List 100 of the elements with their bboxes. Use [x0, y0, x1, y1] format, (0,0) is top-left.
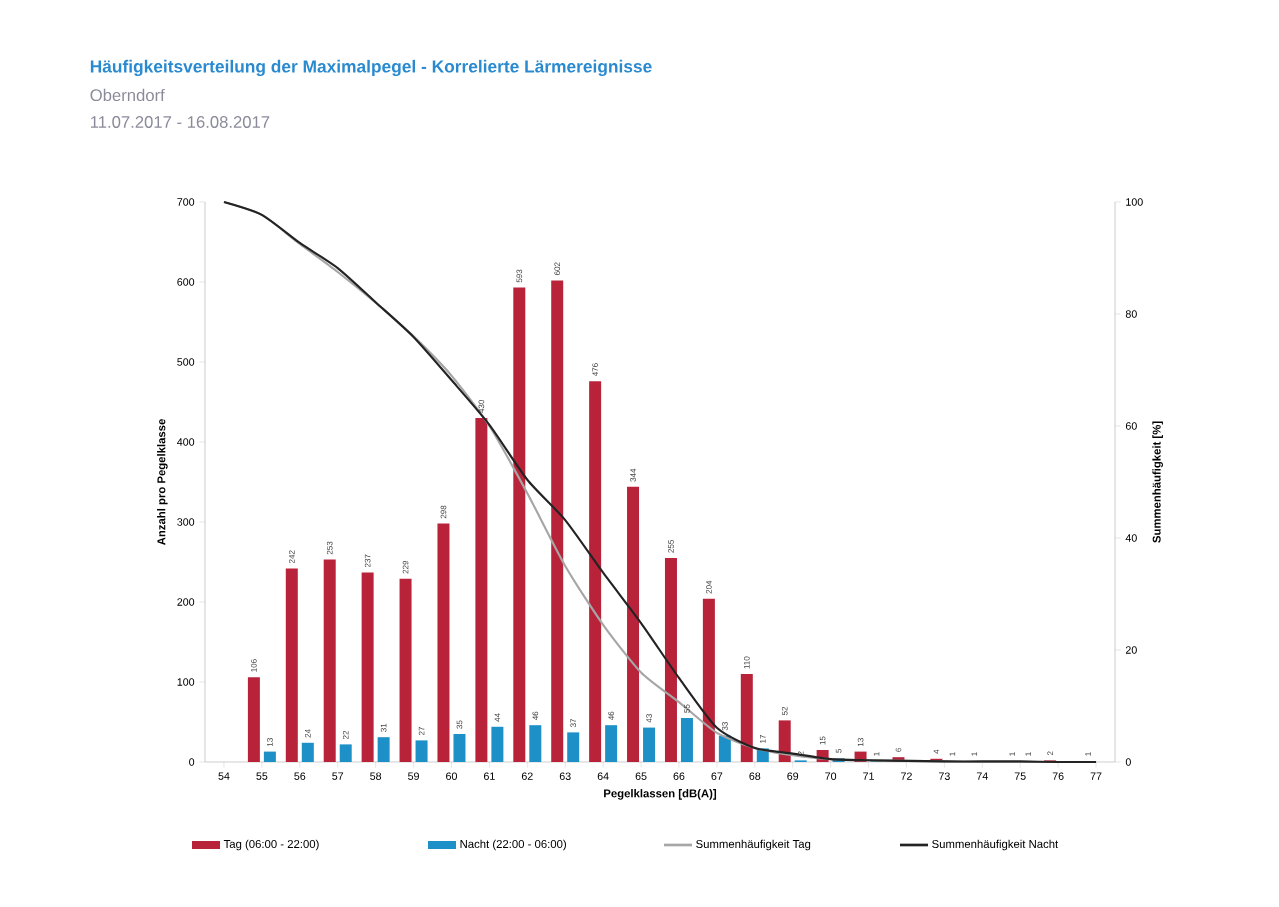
data-label: 4 [933, 749, 940, 754]
x-tick-label: 55 [256, 772, 268, 780]
legend-label: Summenhäufigkeit Nacht [932, 839, 1059, 851]
data-label: 22 [342, 730, 349, 740]
bar [529, 725, 542, 762]
data-label: 17 [760, 734, 766, 743]
data-label: 2 [797, 751, 804, 756]
x-tick-label: 68 [749, 772, 761, 780]
data-label: 229 [402, 560, 409, 574]
y-tick-label: 500 [177, 358, 195, 366]
y2-tick-label: 20 [1125, 646, 1137, 654]
chart-subtitle: Oberndorf [90, 88, 165, 102]
data-label: 1 [971, 752, 978, 756]
y-tick-label: 700 [177, 198, 195, 206]
x-tick-label: 56 [294, 772, 306, 780]
data-label: 15 [819, 736, 826, 745]
x-tick-label: 74 [976, 772, 988, 780]
y-tick-label: 600 [177, 278, 195, 286]
x-tick-label: 59 [408, 772, 419, 780]
data-label: 253 [326, 541, 333, 555]
data-label: 52 [781, 706, 788, 716]
x-tick-label: 65 [635, 772, 647, 780]
data-label: 476 [592, 363, 598, 377]
y-axis-title: Anzahl pro Pegelklasse [157, 419, 168, 546]
data-label: 43 [646, 714, 652, 723]
data-label: 31 [380, 723, 387, 732]
data-label: 298 [440, 505, 447, 519]
x-tick-label: 73 [938, 772, 950, 780]
x-axis-title: Pegelklassen [dB(A)] [604, 789, 717, 800]
data-label: 344 [630, 468, 636, 482]
x-tick-label: 64 [597, 772, 609, 780]
bar [551, 280, 564, 762]
bar [377, 737, 390, 762]
bar [491, 726, 504, 762]
data-label: 24 [305, 729, 311, 738]
data-label: 27 [418, 726, 425, 736]
y2-axis-title: Summenhäufigkeit [%] [1152, 421, 1163, 543]
x-tick-label: 54 [218, 772, 230, 780]
data-label: 1 [1085, 752, 1091, 756]
bar [475, 417, 488, 762]
data-label: 602 [554, 262, 561, 276]
bar [627, 486, 640, 762]
chart-title: Häufigkeitsverteilung der Maximalpegel - Korrelierte Lärmereignisse [90, 59, 652, 77]
data-label: 35 [456, 720, 463, 729]
text: 11.07.2017 - 16.08.2017 [90, 116, 270, 128]
x-tick-label: 77 [1090, 772, 1102, 780]
data-label: 1 [949, 752, 956, 756]
x-tick-label: 61 [483, 772, 495, 780]
data-label: 46 [608, 711, 614, 721]
data-label: 430 [478, 400, 485, 413]
legend-label: Summenhäufigkeit Tag [696, 839, 811, 851]
bar [301, 742, 314, 762]
data-label: 204 [706, 580, 712, 594]
data-label: 593 [516, 269, 523, 283]
bar [702, 598, 715, 762]
data-label: 110 [743, 656, 750, 669]
y2-tick-label: 80 [1125, 310, 1137, 318]
bar [453, 733, 466, 762]
x-tick-label: 70 [825, 772, 837, 780]
data-label: 242 [289, 550, 295, 564]
y-tick-label: 300 [177, 518, 195, 526]
x-tick-label: 67 [711, 772, 723, 780]
y-tick-label: 100 [177, 678, 195, 686]
data-label: 6 [895, 748, 902, 752]
x-tick-label: 66 [673, 772, 685, 780]
data-label: 37 [570, 718, 577, 728]
bar [361, 572, 374, 762]
x-tick-label: 57 [332, 772, 344, 780]
x-tick-label: 72 [901, 772, 912, 780]
bar [437, 523, 450, 762]
data-label: 44 [494, 713, 501, 722]
bar [589, 381, 602, 762]
data-label: 2 [1047, 751, 1053, 756]
bar [285, 568, 298, 762]
data-label: 13 [267, 738, 273, 747]
y2-tick-label: 100 [1126, 198, 1143, 206]
x-tick-label: 75 [1014, 772, 1026, 780]
legend-label: Tag (06:00 - 22:00) [223, 839, 319, 851]
bar [740, 673, 753, 762]
y2-tick-label: 40 [1125, 534, 1137, 542]
bar [718, 735, 731, 762]
data-label: 237 [364, 554, 371, 568]
x-tick-label: 58 [370, 772, 382, 780]
data-label: 46 [532, 711, 539, 721]
bar [513, 287, 526, 762]
bar [247, 677, 260, 762]
bar [664, 557, 677, 762]
bar [643, 727, 656, 762]
bar [323, 559, 336, 762]
y-tick-label: 200 [177, 598, 195, 606]
x-tick-label: 62 [521, 772, 533, 780]
data-label: 5 [835, 748, 842, 753]
bar [415, 740, 428, 762]
x-tick-label: 60 [446, 772, 457, 780]
data-label: 33 [722, 722, 728, 731]
y-tick-label: 0 [189, 758, 195, 766]
legend-label: Nacht (22:00 - 06:00) [460, 839, 566, 851]
x-tick-label: 69 [787, 772, 799, 780]
bar [339, 744, 352, 762]
data-label: 255 [668, 540, 674, 553]
